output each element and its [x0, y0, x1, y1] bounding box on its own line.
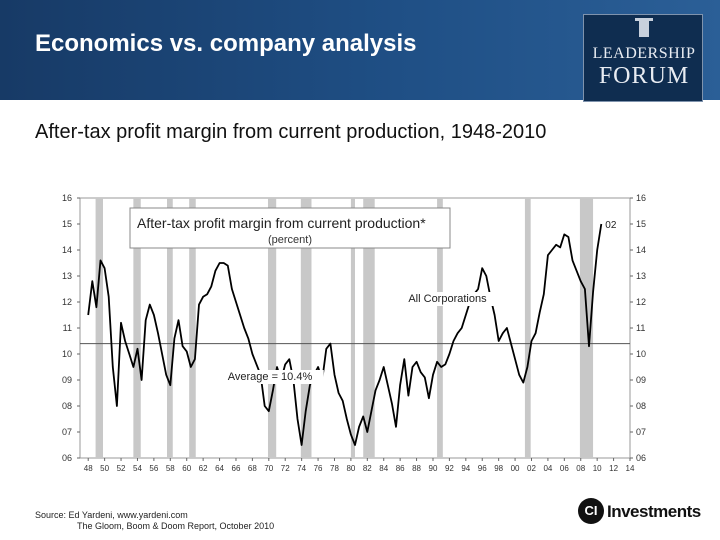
x-tick-label: 72: [281, 464, 290, 473]
y-tick-label-right: 07: [636, 427, 646, 437]
recession-band: [579, 198, 594, 458]
x-tick-label: 04: [543, 464, 552, 473]
annotation-label: Average = 10.4%: [228, 371, 313, 383]
x-tick-label: 78: [330, 464, 339, 473]
x-tick-label: 02: [527, 464, 536, 473]
x-tick-label: 76: [314, 464, 323, 473]
x-tick-label: 88: [412, 464, 421, 473]
x-tick-label: 68: [248, 464, 257, 473]
source-line-1: Source: Ed Yardeni, www.yardeni.com: [35, 510, 188, 520]
recession-band: [267, 198, 277, 458]
y-tick-label-right: 14: [636, 245, 646, 255]
x-tick-label: 52: [117, 464, 126, 473]
x-tick-label: 08: [576, 464, 585, 473]
x-tick-label: 14: [626, 464, 635, 473]
annotation-label: All Corporations: [408, 293, 487, 305]
chart-container: 06 06 07 07 08 08 09 09 10 10 11 11 12 12 13 13 14 14 15 15…: [35, 188, 685, 480]
chart-title-box: [129, 207, 451, 249]
y-tick-label-right: 15: [636, 219, 646, 229]
x-tick-label: 06: [560, 464, 569, 473]
y-tick-label-left: 16: [62, 193, 72, 203]
recession-band: [524, 198, 531, 458]
recession-band: [133, 198, 141, 458]
y-tick-label-left: 09: [62, 375, 72, 385]
x-tick-label: 90: [429, 464, 438, 473]
chart-title: After-tax profit margin from current pro…: [137, 215, 426, 231]
x-tick-label: 64: [215, 464, 224, 473]
source-note: Source: Ed Yardeni, www.yardeni.com The …: [35, 510, 274, 532]
ci-mark: CI: [584, 503, 598, 518]
y-tick-label-left: 11: [63, 323, 72, 333]
recession-band: [167, 198, 173, 458]
logo-text-line1: LEADERSHIP: [592, 45, 696, 62]
recession-band: [437, 198, 443, 458]
x-tick-label: 80: [346, 464, 355, 473]
y-tick-label-left: 10: [62, 349, 72, 359]
x-tick-label: 94: [461, 464, 470, 473]
x-tick-label: 96: [478, 464, 487, 473]
annotation-background: [224, 370, 324, 384]
x-tick-label: 92: [445, 464, 454, 473]
last-point-label: 02: [605, 220, 617, 231]
x-tick-label: 60: [182, 464, 191, 473]
x-tick-label: 56: [149, 464, 158, 473]
x-tick-label: 00: [511, 464, 520, 473]
x-tick-label: 66: [232, 464, 241, 473]
series-line-all-corporations: [87, 223, 603, 446]
recession-band: [363, 198, 375, 458]
recession-band: [189, 198, 196, 458]
slide-header: Economics vs. company analysis LEADERSHI…: [0, 0, 720, 102]
y-tick-label-right: 16: [636, 193, 646, 203]
x-tick-label: 58: [166, 464, 175, 473]
y-tick-label-left: 06: [62, 453, 72, 463]
logo-text-line2: FORUM: [598, 63, 690, 89]
x-tick-label: 48: [84, 464, 93, 473]
x-tick-label: 70: [264, 464, 273, 473]
y-tick-label-left: 15: [62, 219, 72, 229]
annotation-background: [405, 292, 511, 306]
x-tick-label: 62: [199, 464, 208, 473]
y-tick-label-left: 08: [62, 401, 72, 411]
profit-margin-chart: 06 06 07 07 08 08 09 09 10 10 11 11 12 12 13 13 14 14 15 15…: [62, 193, 646, 473]
slide-title: Economics vs. company analysis: [35, 30, 417, 57]
x-tick-label: 12: [609, 464, 618, 473]
ci-circle-icon: CI: [578, 498, 604, 524]
y-tick-label-right: 13: [636, 271, 646, 281]
x-tick-label: 10: [593, 464, 602, 473]
leadership-forum-logo: LEADERSHIP FORUM: [583, 14, 703, 102]
x-tick-label: 54: [133, 464, 142, 473]
y-tick-label-left: 07: [62, 427, 72, 437]
y-tick-label-right: 06: [636, 453, 646, 463]
y-tick-label-right: 09: [636, 375, 646, 385]
y-tick-label-right: 08: [636, 401, 646, 411]
x-tick-label: 86: [396, 464, 405, 473]
recession-band: [95, 198, 103, 458]
pillar-icon: [635, 18, 653, 37]
recession-band: [300, 198, 312, 458]
y-tick-label-left: 14: [62, 245, 72, 255]
x-tick-label: 74: [297, 464, 306, 473]
recession-band: [350, 198, 355, 458]
x-tick-label: 50: [100, 464, 109, 473]
y-tick-label-left: 13: [62, 271, 72, 281]
x-tick-label: 84: [379, 464, 388, 473]
y-tick-label-right: 10: [636, 349, 646, 359]
y-tick-label-right: 11: [636, 323, 645, 333]
ci-brand-name: Investments: [607, 502, 701, 521]
ci-investments-logo: CI Investments: [578, 498, 708, 526]
y-tick-label-right: 12: [636, 297, 646, 307]
x-tick-label: 98: [494, 464, 503, 473]
chart-title-unit: (percent): [268, 234, 312, 246]
source-line-2: The Gloom, Boom & Doom Report, October 2…: [77, 521, 275, 531]
y-tick-label-left: 12: [62, 297, 72, 307]
slide-subtitle: After-tax profit margin from current pro…: [35, 121, 547, 143]
x-tick-label: 82: [363, 464, 372, 473]
